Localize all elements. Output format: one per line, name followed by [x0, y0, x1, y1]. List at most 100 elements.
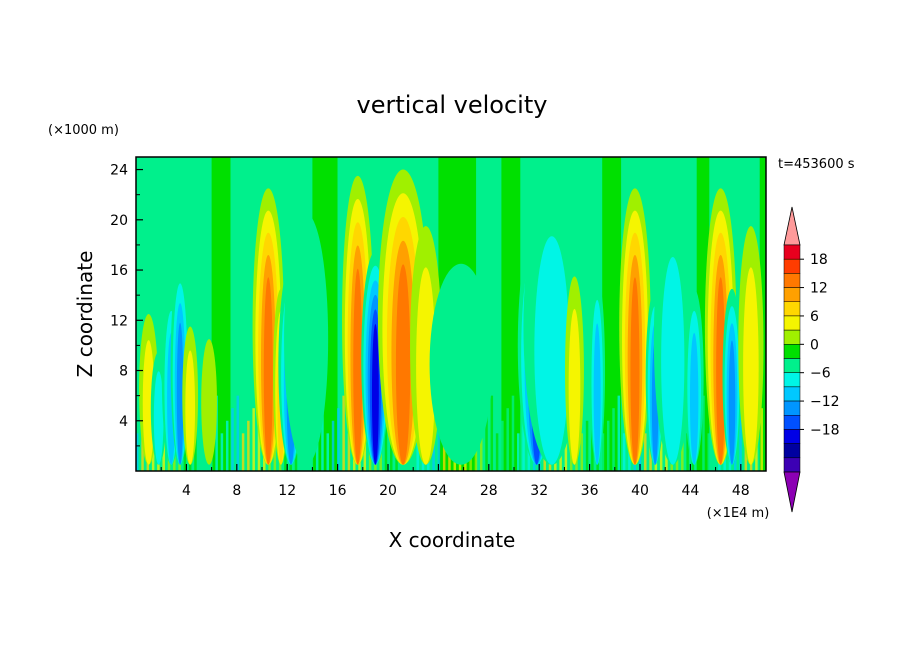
- surface-noise-mark: [252, 408, 255, 471]
- background-band: [230, 157, 250, 471]
- x-tick-label: 40: [631, 483, 649, 499]
- velocity-contour: [743, 267, 759, 465]
- time-label: t=453600 s: [778, 157, 855, 172]
- velocity-contour: [371, 323, 379, 465]
- surface-noise-mark: [585, 420, 589, 471]
- x-tick-label: 36: [581, 483, 599, 499]
- y-tick-label: 12: [110, 313, 128, 329]
- colorbar-box: [783, 315, 801, 331]
- velocity-contour: [284, 213, 329, 465]
- surface-noise-mark: [490, 395, 494, 471]
- surface-noise-mark: [479, 420, 483, 471]
- surface-noise-mark: [522, 420, 525, 471]
- surface-noise-mark: [495, 433, 499, 471]
- x-unit-label: (×1E4 m): [707, 506, 770, 521]
- colorbar-tick-label: −12: [810, 394, 840, 410]
- velocity-contour: [534, 236, 570, 465]
- surface-noise-mark: [760, 408, 763, 471]
- surface-noise-mark: [432, 433, 435, 471]
- y-tick-label: 20: [110, 213, 128, 229]
- surface-noise-mark: [506, 408, 509, 471]
- surface-noise-mark: [236, 395, 240, 471]
- surface-noise-mark: [331, 420, 335, 471]
- x-tick-label: 12: [278, 483, 296, 499]
- surface-noise-mark: [215, 395, 218, 471]
- surface-noise-mark: [220, 433, 224, 471]
- surface-noise-mark: [511, 395, 515, 471]
- colorbar-box: [783, 457, 801, 473]
- y-unit-label: (×1000 m): [48, 123, 119, 138]
- velocity-contour: [716, 277, 726, 465]
- contour-field: [136, 157, 766, 471]
- x-tick-label: 20: [379, 483, 397, 499]
- colorbar-box: [783, 429, 801, 444]
- surface-noise-mark: [437, 420, 441, 471]
- surface-noise-mark: [337, 408, 340, 471]
- velocity-contour: [201, 339, 217, 465]
- surface-noise-mark: [601, 433, 605, 471]
- surface-noise-mark: [501, 420, 504, 471]
- velocity-contour: [661, 256, 685, 465]
- chart-title: vertical velocity: [357, 91, 548, 119]
- surface-noise-mark: [644, 433, 647, 471]
- surface-noise-mark: [136, 433, 139, 471]
- colorbar-box: [783, 258, 801, 274]
- colorbar-box: [783, 344, 801, 359]
- colorbar-tick-label: 18: [810, 252, 828, 268]
- y-tick-label: 8: [119, 364, 128, 380]
- colorbar-box: [783, 273, 801, 288]
- surface-noise-mark: [707, 433, 711, 471]
- x-tick-label: 24: [429, 483, 447, 499]
- y-axis: 4 8 12 16 20 24: [110, 163, 143, 447]
- surface-noise-mark: [739, 408, 742, 471]
- colorbar-box: [783, 386, 801, 402]
- colorbar-box: [783, 287, 801, 302]
- velocity-contour: [142, 340, 155, 465]
- y-tick-label: 4: [119, 414, 128, 430]
- x-axis: 4 8 12 16 20 24 28 32 36 40 44 48: [160, 467, 750, 499]
- surface-noise-mark: [617, 395, 621, 471]
- surface-noise-mark: [606, 420, 610, 471]
- velocity-contour: [630, 277, 640, 465]
- velocity-contour: [728, 340, 736, 465]
- colorbar: 18 12 6 0 −6 −12 −18: [783, 206, 840, 513]
- surface-noise-mark: [231, 408, 234, 471]
- y-tick-label: 16: [110, 263, 128, 279]
- surface-noise-mark: [580, 433, 584, 471]
- colorbar-tick-label: 6: [810, 309, 819, 325]
- y-tick-label: 24: [110, 163, 128, 179]
- velocity-contour: [395, 264, 411, 465]
- velocity-contour: [416, 267, 436, 465]
- colorbar-box: [783, 443, 801, 459]
- x-tick-label: 32: [530, 483, 548, 499]
- colorbar-box: [783, 372, 801, 388]
- velocity-contour: [185, 350, 196, 465]
- x-tick-label: 44: [681, 483, 699, 499]
- surface-noise-mark: [517, 433, 520, 471]
- velocity-contour: [593, 323, 601, 465]
- y-axis-label: Z coordinate: [73, 251, 97, 378]
- velocity-contour: [153, 371, 164, 465]
- x-tick-label: 8: [232, 483, 241, 499]
- surface-noise-mark: [342, 395, 345, 471]
- background-band: [602, 157, 622, 471]
- colorbar-top-arrow: [783, 206, 801, 246]
- x-tick-label: 48: [732, 483, 750, 499]
- surface-noise-mark: [347, 433, 351, 471]
- colorbar-tick-label: 0: [810, 337, 819, 353]
- background-band: [501, 157, 521, 471]
- colorbar-bottom-arrow: [783, 471, 801, 513]
- velocity-contour: [353, 268, 363, 465]
- surface-noise-mark: [326, 433, 330, 471]
- velocity-contour: [263, 277, 273, 465]
- velocity-contour: [176, 322, 184, 465]
- x-tick-label: 28: [480, 483, 498, 499]
- surface-noise-mark: [247, 420, 250, 471]
- plot-frame: [135, 156, 767, 472]
- velocity-contour: [689, 332, 699, 465]
- surface-noise-mark: [702, 395, 705, 471]
- velocity-contour: [568, 308, 581, 465]
- colorbar-box: [783, 301, 801, 317]
- colorbar-tick-label: −18: [810, 422, 840, 438]
